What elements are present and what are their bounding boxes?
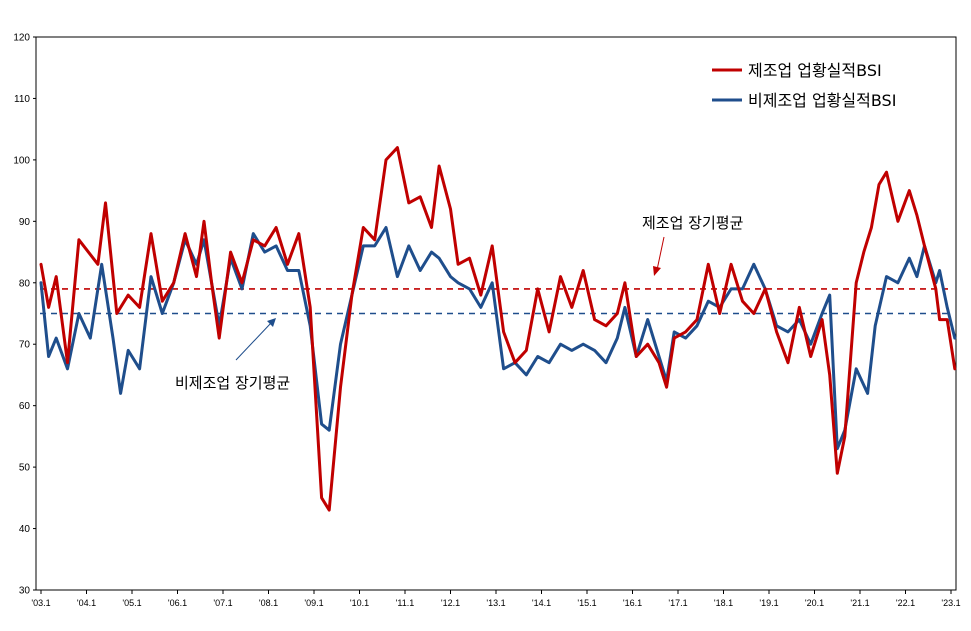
annotation-arrow-manufacturing xyxy=(656,236,665,271)
y-tick-label: 50 xyxy=(19,463,31,474)
x-tick-label: '07.1 xyxy=(213,598,232,608)
x-tick-label: '04.1 xyxy=(77,598,96,608)
x-tick-label: '23.1 xyxy=(941,598,960,608)
y-tick-label: 70 xyxy=(19,340,31,351)
annotation-arrow-nonmanufacturing xyxy=(235,322,272,361)
x-tick-label: '21.1 xyxy=(850,598,869,608)
series-line-manufacturing xyxy=(39,146,957,512)
series-lines xyxy=(39,146,957,512)
x-tick-label: '22.1 xyxy=(896,598,915,608)
legend-label-nonmanufacturing: 비제조업 업황실적BSI xyxy=(748,91,896,110)
y-tick-label: 90 xyxy=(19,217,31,228)
x-tick-label: '19.1 xyxy=(759,598,778,608)
annotation-nonmanufacturing-avg: 비제조업 장기평균 xyxy=(175,374,290,392)
y-tick-label: 120 xyxy=(13,33,30,44)
x-tick-label: '14.1 xyxy=(532,598,551,608)
annotation-arrowhead-nonmanufacturing xyxy=(267,318,276,327)
x-axis: '03.1 '04.1 '05.1 '06.1 '07.1 '08.1 '09.1 '10.1… xyxy=(31,590,961,608)
x-tick-label: '12.1 xyxy=(441,598,460,608)
y-tick-label: 40 xyxy=(19,524,31,535)
x-tick-label: '03.1 xyxy=(31,598,50,608)
y-axis: 30 40 50 60 70 80 90 100 110 120 xyxy=(13,33,36,597)
annotation-arrowhead-manufacturing xyxy=(653,266,661,276)
x-tick-label: '16.1 xyxy=(623,598,642,608)
y-tick-label: 60 xyxy=(19,401,31,412)
legend-label-manufacturing: 제조업 업황실적BSI xyxy=(748,61,882,80)
y-tick-label: 30 xyxy=(19,586,31,597)
x-tick-label: '09.1 xyxy=(304,598,323,608)
x-tick-label: '05.1 xyxy=(122,598,141,608)
annotation-manufacturing-avg: 제조업 장기평균 xyxy=(642,214,744,232)
x-tick-label: '06.1 xyxy=(168,598,187,608)
x-tick-label: '11.1 xyxy=(396,598,415,608)
x-tick-label: '17.1 xyxy=(668,598,687,608)
x-tick-label: '10.1 xyxy=(350,598,369,608)
legend: 제조업 업황실적BSI 비제조업 업황실적BSI xyxy=(712,61,896,110)
x-tick-label: '13.1 xyxy=(486,598,505,608)
x-tick-label: '18.1 xyxy=(714,598,733,608)
y-tick-label: 80 xyxy=(19,278,31,289)
y-tick-label: 110 xyxy=(14,94,30,105)
x-tick-label: '20.1 xyxy=(805,598,824,608)
x-tick-label: '08.1 xyxy=(259,598,278,608)
series-line-nonmanufacturing xyxy=(39,226,957,451)
y-tick-label: 100 xyxy=(13,155,30,166)
x-tick-label: '15.1 xyxy=(577,598,596,608)
